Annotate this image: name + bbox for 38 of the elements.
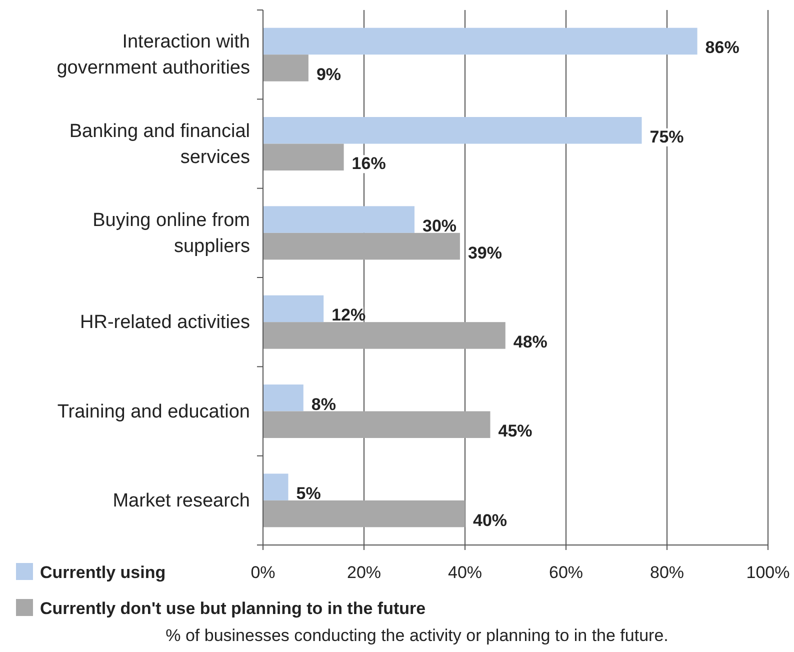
y-tick-label: Market research bbox=[112, 490, 250, 512]
data-label: 39% bbox=[468, 243, 502, 262]
bar bbox=[263, 28, 698, 55]
legend-label: Currently using bbox=[40, 563, 166, 582]
data-label: 86% bbox=[705, 38, 740, 58]
y-tick-label: Interaction with government authorities bbox=[56, 32, 250, 79]
x-tick-label: 40% bbox=[448, 563, 482, 582]
y-tick-label: Buying online from suppliers bbox=[92, 210, 250, 257]
x-tick-label: 0% bbox=[250, 563, 276, 582]
bar bbox=[263, 117, 642, 144]
data-label: 30% bbox=[422, 216, 457, 236]
bar bbox=[263, 295, 324, 322]
data-label: 75% bbox=[650, 127, 684, 146]
data-label: 40% bbox=[473, 510, 508, 530]
bar bbox=[263, 144, 344, 170]
x-tick-label: 80% bbox=[650, 563, 684, 582]
bar bbox=[263, 500, 465, 528]
bar bbox=[263, 232, 460, 260]
data-label: 9% bbox=[316, 64, 342, 84]
y-tick-label: HR-related activities bbox=[80, 312, 250, 334]
x-tick-label: 60% bbox=[548, 563, 584, 582]
data-label: 8% bbox=[311, 394, 336, 414]
data-label: 5% bbox=[296, 484, 321, 504]
bar bbox=[263, 411, 490, 438]
data-label: 48% bbox=[513, 332, 548, 352]
x-tick-label: 100% bbox=[746, 563, 790, 582]
x-axis-title: % of businesses conducting the activity or planning to in the future. bbox=[166, 626, 668, 645]
bar bbox=[263, 384, 304, 412]
legend-label: Currently don't use but planning to in the future bbox=[40, 599, 426, 618]
x-tick-label: 20% bbox=[346, 563, 382, 582]
y-tick-label: Training and education bbox=[57, 401, 250, 422]
data-label: 45% bbox=[498, 422, 532, 441]
bar bbox=[263, 474, 288, 500]
bar bbox=[263, 206, 414, 233]
data-label: 16% bbox=[352, 154, 386, 174]
bar bbox=[263, 322, 506, 349]
y-tick-label: Banking and financial services bbox=[69, 120, 250, 168]
bar bbox=[263, 54, 308, 82]
